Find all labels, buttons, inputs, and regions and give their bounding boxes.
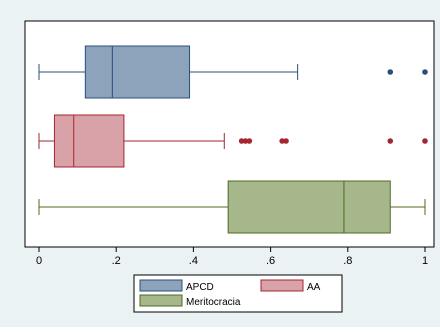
outlier-point [422,138,428,144]
legend-swatch [260,279,304,292]
x-tick-label: 1 [422,255,428,267]
iqr-box [227,180,391,234]
x-tick-label: .8 [343,255,352,267]
outlier-point [387,138,394,144]
x-axis: 0 .2 .4 .6 .8 1 [36,247,428,267]
outlier-point [387,69,394,75]
iqr-box [84,45,191,99]
outlier-point [242,138,249,144]
x-tick-label: .2 [112,255,121,267]
x-tick-label: 0 [36,255,42,267]
outlier-point [283,138,289,144]
boxes-layer [38,45,428,234]
series-apcd [38,45,428,99]
legend-swatch [139,294,183,307]
series-meritocracia [38,180,426,234]
outlier-point [238,138,245,144]
outlier-point [422,69,428,75]
legend-label: AA [307,282,321,293]
legend: APCD AA Meritocracia [133,274,343,313]
iqr-box [53,114,125,168]
series-aa [38,114,428,168]
x-tick-label: .4 [189,255,198,267]
legend-label: Meritocracia [186,297,241,308]
outlier-point [279,138,285,144]
outlier-point [246,138,253,144]
legend-label: APCD [186,282,214,293]
legend-swatch [139,279,183,292]
x-tick-label: .6 [266,255,275,267]
